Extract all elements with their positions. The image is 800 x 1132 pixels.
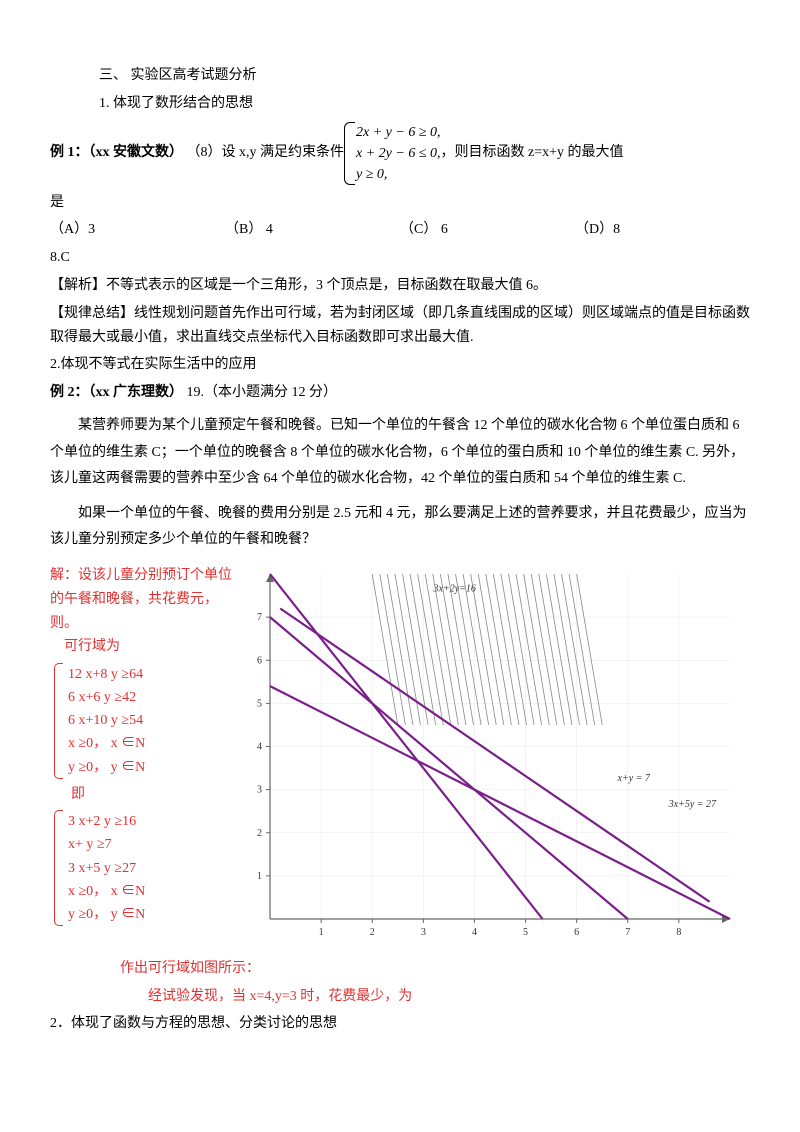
feasible-region-chart: 1 2 3 4 5 6 7 8 1 2 3 4 5 6 7 3x+2y=16 x+y = 7 3x+5y = 27 — [240, 564, 750, 953]
left-brace-icon — [54, 663, 63, 778]
example-2-label: 例 2：（xx 广东理数） — [50, 385, 183, 400]
example-1-text-1: （8）设 x,y 满足约束条件 — [187, 145, 345, 160]
svg-text:3x+5y = 27: 3x+5y = 27 — [668, 799, 717, 810]
solution-intro: 解：设该儿童分别预订个单位的午餐和晚餐，共花费元，则。 — [50, 564, 240, 635]
constraint-set-2: 3 x+2 y ≥16 x+ y ≥7 3 x+5 y ≥27 x ≥0， x … — [54, 810, 240, 925]
example-2-p1: 某营养师要为某个儿童预定午餐和晚餐。已知一个单位的午餐含 12 个单位的碳水化合… — [50, 413, 750, 493]
svg-text:4: 4 — [472, 927, 477, 938]
option-a: （A）3 — [50, 218, 225, 242]
solution-left-column: 解：设该儿童分别预订个单位的午餐和晚餐，共花费元，则。 可行域为 12 x+8 … — [50, 564, 240, 930]
answer-line: 8.C — [50, 246, 750, 270]
example-1-text-2: ，则目标函数 z=x+y 的最大值 — [441, 141, 624, 165]
left-brace-icon — [344, 122, 355, 185]
example-2-header: 例 2：（xx 广东理数） 19.（本小题满分 12 分） — [50, 381, 750, 405]
constraint-3: y ≥ 0, — [356, 164, 441, 185]
result-line: 经试验发现，当 x=4,y=3 时，花费最少，为 — [50, 985, 750, 1009]
example-2-title: 19.（本小题满分 12 分） — [187, 385, 338, 400]
constraint-2: x + 2y − 6 ≤ 0, — [356, 143, 441, 164]
svg-text:6: 6 — [257, 655, 262, 666]
svg-text:6: 6 — [574, 927, 579, 938]
constraint-1: 2x + y − 6 ≥ 0, — [356, 122, 441, 143]
cs1-c3: 6 x+10 y ≥54 — [68, 709, 240, 732]
cs2-c4: x ≥0， x ∈N — [68, 880, 240, 903]
svg-text:7: 7 — [625, 927, 630, 938]
analysis-line: 【解析】不等式表示的区域是一个三角形，3 个顶点是，目标函数在取最大值 6。 — [50, 274, 750, 298]
svg-text:5: 5 — [523, 927, 528, 938]
header-line-1: 三、 实验区高考试题分析 — [50, 64, 750, 88]
cs2-c3: 3 x+5 y ≥27 — [68, 857, 240, 880]
option-c: （C） 6 — [400, 218, 575, 242]
option-d: （D）8 — [575, 218, 750, 242]
svg-text:x+y = 7: x+y = 7 — [617, 773, 651, 784]
answer-options: （A）3 （B） 4 （C） 6 （D）8 — [50, 218, 750, 242]
svg-text:1: 1 — [319, 927, 324, 938]
cs1-c5: y ≥0， y ∈N — [68, 756, 240, 779]
svg-text:3: 3 — [421, 927, 426, 938]
cs2-c1: 3 x+2 y ≥16 — [68, 810, 240, 833]
cs2-c2: x+ y ≥7 — [68, 833, 240, 856]
option-b: （B） 4 — [225, 218, 400, 242]
point-2: 2.体现不等式在实际生活中的应用 — [50, 353, 750, 377]
feasible-label: 可行域为 — [50, 635, 240, 659]
svg-text:7: 7 — [257, 612, 262, 623]
is-line: 是 — [50, 191, 750, 215]
svg-text:3x+2y=16: 3x+2y=16 — [433, 583, 476, 594]
solution-wrap: 解：设该儿童分别预订个单位的午餐和晚餐，共花费元，则。 可行域为 12 x+8 … — [50, 564, 750, 953]
svg-text:3: 3 — [257, 785, 262, 796]
example-1-label: 例 1：（xx 安徽文数） — [50, 145, 183, 160]
svg-text:2: 2 — [257, 828, 262, 839]
example-1-constraints: 2x + y − 6 ≥ 0, x + 2y − 6 ≤ 0, y ≥ 0, — [344, 122, 441, 185]
example-2-p2: 如果一个单位的午餐、晚餐的费用分别是 2.5 元和 4 元，那么要满足上述的营养… — [50, 501, 750, 554]
cs1-c4: x ≥0， x ∈N — [68, 732, 240, 755]
cs2-c5: y ≥0， y ∈N — [68, 903, 240, 926]
constraint-set-1: 12 x+8 y ≥64 6 x+6 y ≥42 6 x+10 y ≥54 x … — [54, 663, 240, 778]
header-line-2: 1. 体现了数形结合的思想 — [50, 92, 750, 116]
summary-line: 【规律总结】线性规划问题首先作出可行域，若为封闭区域（即几条直线围成的区域）则区… — [50, 302, 750, 350]
point-3: 2．体现了函数与方程的思想、分类讨论的思想 — [50, 1012, 750, 1036]
cs1-c2: 6 x+6 y ≥42 — [68, 686, 240, 709]
svg-text:8: 8 — [676, 927, 681, 938]
svg-text:4: 4 — [257, 741, 262, 752]
draw-line: 作出可行域如图所示： — [50, 957, 750, 981]
svg-text:5: 5 — [257, 698, 262, 709]
svg-text:1: 1 — [257, 871, 262, 882]
ie-label: 即 — [50, 783, 240, 807]
left-brace-icon — [54, 810, 63, 925]
cs1-c1: 12 x+8 y ≥64 — [68, 663, 240, 686]
example-1-row: 例 1：（xx 安徽文数） （8）设 x,y 满足约束条件 2x + y − 6… — [50, 122, 750, 185]
svg-text:2: 2 — [370, 927, 375, 938]
